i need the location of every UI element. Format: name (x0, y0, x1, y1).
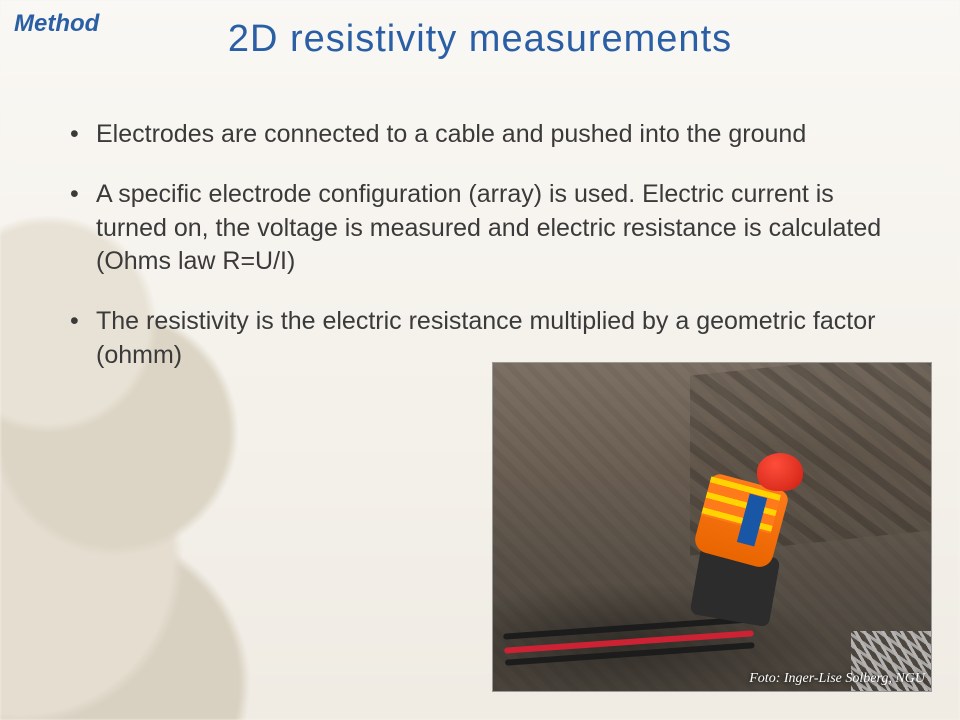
bullet-list: Electrodes are connected to a cable and … (70, 118, 890, 399)
worker-helmet (757, 453, 803, 491)
bullet-item: Electrodes are connected to a cable and … (70, 118, 890, 152)
photo-worker (671, 441, 811, 621)
bullet-item: A specific electrode configuration (arra… (70, 178, 890, 279)
slide-content: Method 2D resistivity measurements Elect… (0, 0, 960, 720)
slide-title: 2D resistivity measurements (0, 18, 960, 61)
field-photo: Foto: Inger-Lise Solberg, NGU (492, 362, 932, 692)
photo-caption: Foto: Inger-Lise Solberg, NGU (749, 671, 925, 687)
